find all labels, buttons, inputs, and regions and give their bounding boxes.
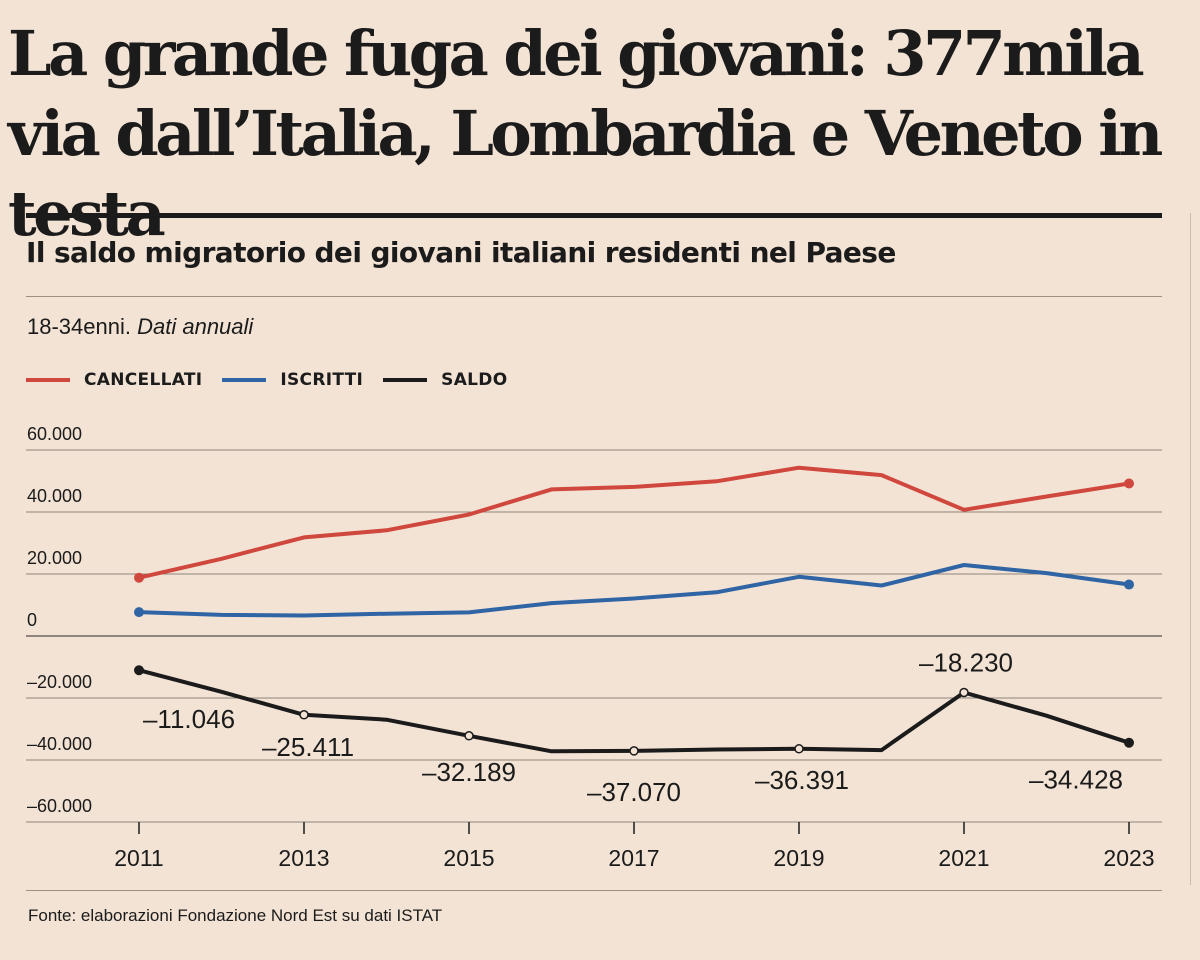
series-line-iscritti: [137, 563, 1131, 618]
legend-label-saldo: SALDO: [441, 370, 508, 390]
chart-title: Il saldo migratorio dei giovani italiani…: [26, 236, 896, 269]
legend-item-cancellati: CANCELLATI: [26, 370, 202, 390]
legend-swatch-saldo: [383, 378, 428, 382]
legend-item-iscritti: ISCRITTI: [222, 370, 363, 390]
point-saldo: [1124, 737, 1134, 748]
point-cancellati: [1124, 478, 1134, 489]
source-note: Fonte: elaborazioni Fondazione Nord Est …: [28, 906, 443, 925]
y-tick-label: 40.000: [27, 486, 82, 506]
note-italic: Dati annuali: [137, 314, 254, 339]
y-tick-label: –40.000: [27, 734, 92, 754]
point-cancellati: [134, 572, 144, 583]
legend-swatch-iscritti: [222, 378, 267, 382]
point-saldo: [134, 665, 144, 676]
chart-note: 18-34enni. Dati annuali: [27, 314, 253, 340]
point-saldo: [629, 746, 639, 756]
data-label-saldo: –34.428: [1029, 765, 1123, 795]
x-tick-label: 2011: [114, 845, 163, 871]
point-iscritti: [134, 607, 144, 618]
point-saldo: [794, 744, 804, 754]
data-label-saldo: –36.391: [755, 765, 849, 795]
legend-label-cancellati: CANCELLATI: [84, 370, 203, 390]
y-tick-label: 20.000: [27, 548, 82, 568]
y-tick-label: 0: [27, 610, 37, 630]
point-iscritti: [1124, 579, 1134, 590]
series-line-cancellati: [137, 465, 1131, 580]
x-tick-label: 2015: [443, 845, 494, 871]
data-label-saldo: –18.230: [919, 648, 1013, 678]
point-saldo: [464, 731, 474, 741]
point-saldo: [959, 687, 969, 698]
x-tick-label: 2017: [608, 845, 659, 871]
title-divider: [26, 296, 1162, 297]
x-tick-label: 2021: [938, 845, 989, 871]
data-label-saldo: –11.046: [143, 704, 235, 734]
legend-item-saldo: SALDO: [383, 370, 507, 390]
data-label-saldo: –32.189: [422, 757, 516, 787]
right-edge-rule: [1190, 213, 1191, 885]
y-tick-label: 60.000: [27, 424, 82, 444]
legend-swatch-cancellati: [26, 378, 70, 382]
x-tick-label: 2019: [773, 845, 824, 871]
x-tick-label: 2023: [1103, 845, 1154, 871]
y-tick-label: –20.000: [27, 672, 92, 692]
legend-label-iscritti: ISCRITTI: [280, 370, 364, 390]
x-tick-label: 2013: [278, 845, 329, 871]
note-plain: 18-34enni.: [27, 314, 131, 339]
legend: CANCELLATI ISCRITTI SALDO: [26, 370, 527, 390]
y-tick-label: –60.000: [27, 796, 92, 816]
source-divider: [26, 890, 1162, 891]
headline: La grande fuga dei giovani: 377mila via …: [8, 17, 1163, 250]
top-rule: [26, 213, 1162, 218]
data-label-saldo: –25.411: [262, 732, 354, 762]
point-saldo: [299, 710, 309, 720]
data-label-saldo: –37.070: [587, 777, 681, 807]
